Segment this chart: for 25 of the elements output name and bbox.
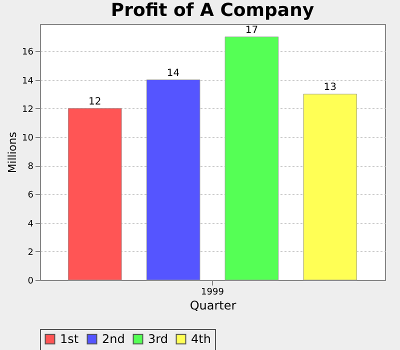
bar — [224, 36, 279, 280]
chart-title: Profit of A Company — [110, 0, 314, 21]
legend-label: 1st — [60, 332, 79, 346]
y-tick-label: 4 — [28, 219, 34, 230]
y-tick-label: 2 — [28, 248, 34, 258]
legend-label: 3rd — [148, 332, 168, 346]
x-tick-label: 1999 — [201, 288, 224, 298]
x-axis-title: Quarter — [190, 298, 236, 312]
bar — [68, 108, 122, 280]
data-label: 14 — [166, 68, 180, 79]
y-tick-label: 14 — [22, 76, 34, 86]
y-tick-label: 6 — [28, 190, 34, 201]
data-label: 13 — [324, 82, 336, 94]
y-axis-title: Millions — [6, 132, 20, 174]
y-tick-label: 0 — [28, 276, 34, 286]
y-tick-label: 12 — [22, 104, 34, 115]
y-tick-label: 8 — [28, 162, 34, 172]
legend-label: 4th — [191, 332, 211, 346]
legend-label: 2nd — [102, 332, 125, 346]
bar — [303, 94, 358, 280]
bar — [146, 80, 200, 280]
y-tick-label: 16 — [22, 48, 34, 58]
data-label: 17 — [245, 24, 258, 36]
y-tick-label: 10 — [22, 133, 34, 144]
data-label: 12 — [88, 96, 102, 108]
